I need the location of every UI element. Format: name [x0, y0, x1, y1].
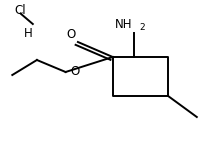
Text: O: O [66, 27, 75, 40]
Text: 2: 2 [139, 23, 145, 32]
Text: Cl: Cl [14, 4, 26, 17]
Text: H: H [24, 27, 33, 40]
Text: NH: NH [114, 18, 132, 32]
Text: O: O [70, 65, 80, 78]
